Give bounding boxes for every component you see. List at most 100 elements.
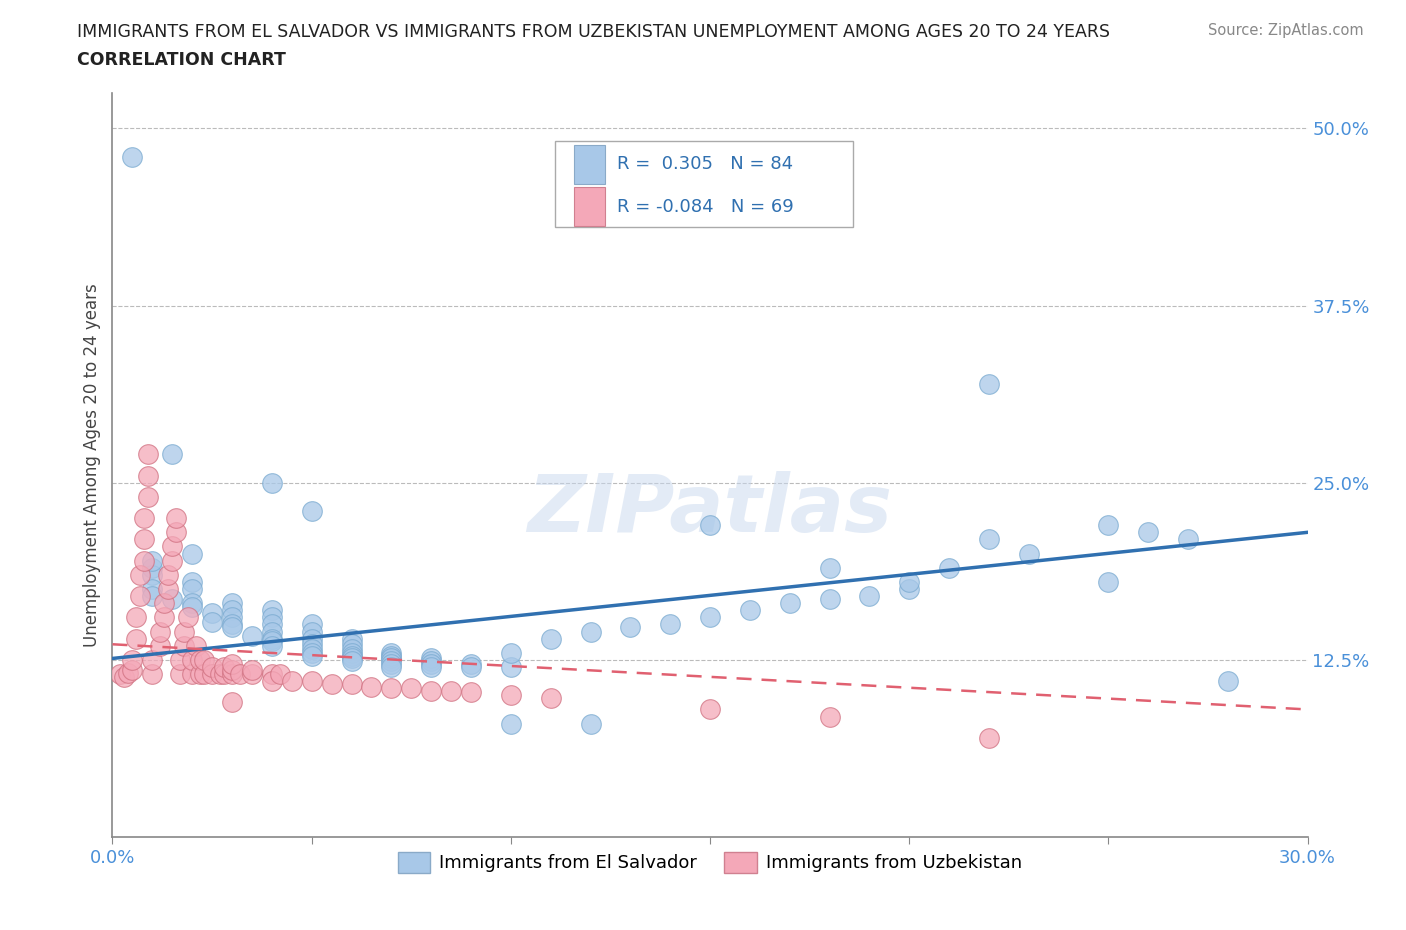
Point	[340, 648, 363, 663]
Text: ZIPatlas: ZIPatlas	[527, 471, 893, 549]
Point	[401, 681, 423, 696]
Point	[499, 688, 522, 703]
Text: IMMIGRANTS FROM EL SALVADOR VS IMMIGRANTS FROM UZBEKISTAN UNEMPLOYMENT AMONG AGE: IMMIGRANTS FROM EL SALVADOR VS IMMIGRANT…	[77, 23, 1111, 41]
Point	[898, 575, 921, 590]
Point	[181, 581, 204, 596]
Point	[138, 468, 160, 483]
Point	[117, 665, 139, 680]
FancyBboxPatch shape	[574, 145, 605, 184]
Point	[1018, 546, 1040, 561]
Point	[169, 667, 191, 682]
Point	[260, 638, 283, 653]
Point	[360, 679, 382, 694]
Point	[221, 667, 243, 682]
Point	[818, 560, 841, 575]
Point	[380, 659, 402, 674]
Point	[858, 589, 880, 604]
Point	[141, 560, 163, 575]
Point	[181, 600, 204, 615]
Point	[153, 596, 176, 611]
Point	[977, 532, 1000, 547]
Point	[380, 648, 402, 663]
Point	[260, 673, 283, 688]
Point	[165, 525, 187, 539]
Point	[301, 673, 323, 688]
Point	[134, 553, 156, 568]
Point	[1137, 525, 1160, 539]
Point	[1216, 673, 1239, 688]
Point	[699, 702, 721, 717]
Point	[186, 638, 208, 653]
Point	[173, 624, 195, 639]
Point	[340, 645, 363, 660]
Point	[221, 619, 243, 634]
Point	[201, 659, 224, 674]
Point	[260, 603, 283, 618]
Point	[201, 614, 224, 629]
Point	[977, 376, 1000, 391]
Point	[340, 676, 363, 691]
Point	[499, 716, 522, 731]
Point	[221, 657, 243, 671]
Point	[201, 667, 224, 682]
Point	[420, 659, 443, 674]
Point	[221, 695, 243, 710]
Point	[818, 591, 841, 606]
Point	[340, 641, 363, 656]
Point	[579, 716, 602, 731]
Point	[977, 730, 1000, 745]
Point	[181, 575, 204, 590]
Point	[301, 648, 323, 663]
Point	[340, 631, 363, 646]
Point	[121, 662, 143, 677]
Point	[141, 553, 163, 568]
Point	[121, 150, 143, 165]
Point	[177, 610, 200, 625]
Point	[380, 651, 402, 666]
Point	[699, 610, 721, 625]
Point	[1097, 518, 1119, 533]
Point	[165, 511, 187, 525]
Point	[134, 511, 156, 525]
Point	[193, 653, 215, 668]
Point	[193, 667, 215, 682]
Point	[221, 596, 243, 611]
Point	[181, 653, 204, 668]
Point	[138, 447, 160, 462]
Point	[301, 645, 323, 660]
Point	[153, 610, 176, 625]
Point	[460, 659, 482, 674]
Point	[209, 667, 232, 682]
Point	[181, 667, 204, 682]
Point	[212, 659, 235, 674]
Point	[141, 567, 163, 582]
Legend: Immigrants from El Salvador, Immigrants from Uzbekistan: Immigrants from El Salvador, Immigrants …	[391, 844, 1029, 880]
Point	[1097, 575, 1119, 590]
Point	[321, 676, 343, 691]
Point	[460, 657, 482, 671]
Point	[125, 631, 148, 646]
Point	[260, 631, 283, 646]
Point	[260, 624, 283, 639]
Point	[260, 610, 283, 625]
Point	[162, 447, 183, 462]
Point	[221, 603, 243, 618]
Point	[129, 589, 152, 604]
Y-axis label: Unemployment Among Ages 20 to 24 years: Unemployment Among Ages 20 to 24 years	[83, 283, 101, 647]
Point	[301, 504, 323, 519]
Point	[173, 638, 195, 653]
Point	[221, 617, 243, 631]
Text: R = -0.084   N = 69: R = -0.084 N = 69	[617, 198, 793, 216]
Point	[380, 645, 402, 660]
Point	[110, 667, 132, 682]
Point	[188, 653, 211, 668]
Text: R =  0.305   N = 84: R = 0.305 N = 84	[617, 155, 793, 173]
Point	[240, 629, 263, 644]
Point	[499, 645, 522, 660]
Point	[301, 617, 323, 631]
Point	[229, 667, 252, 682]
Point	[141, 667, 163, 682]
Point	[138, 489, 160, 504]
Point	[125, 610, 148, 625]
Point	[181, 596, 204, 611]
